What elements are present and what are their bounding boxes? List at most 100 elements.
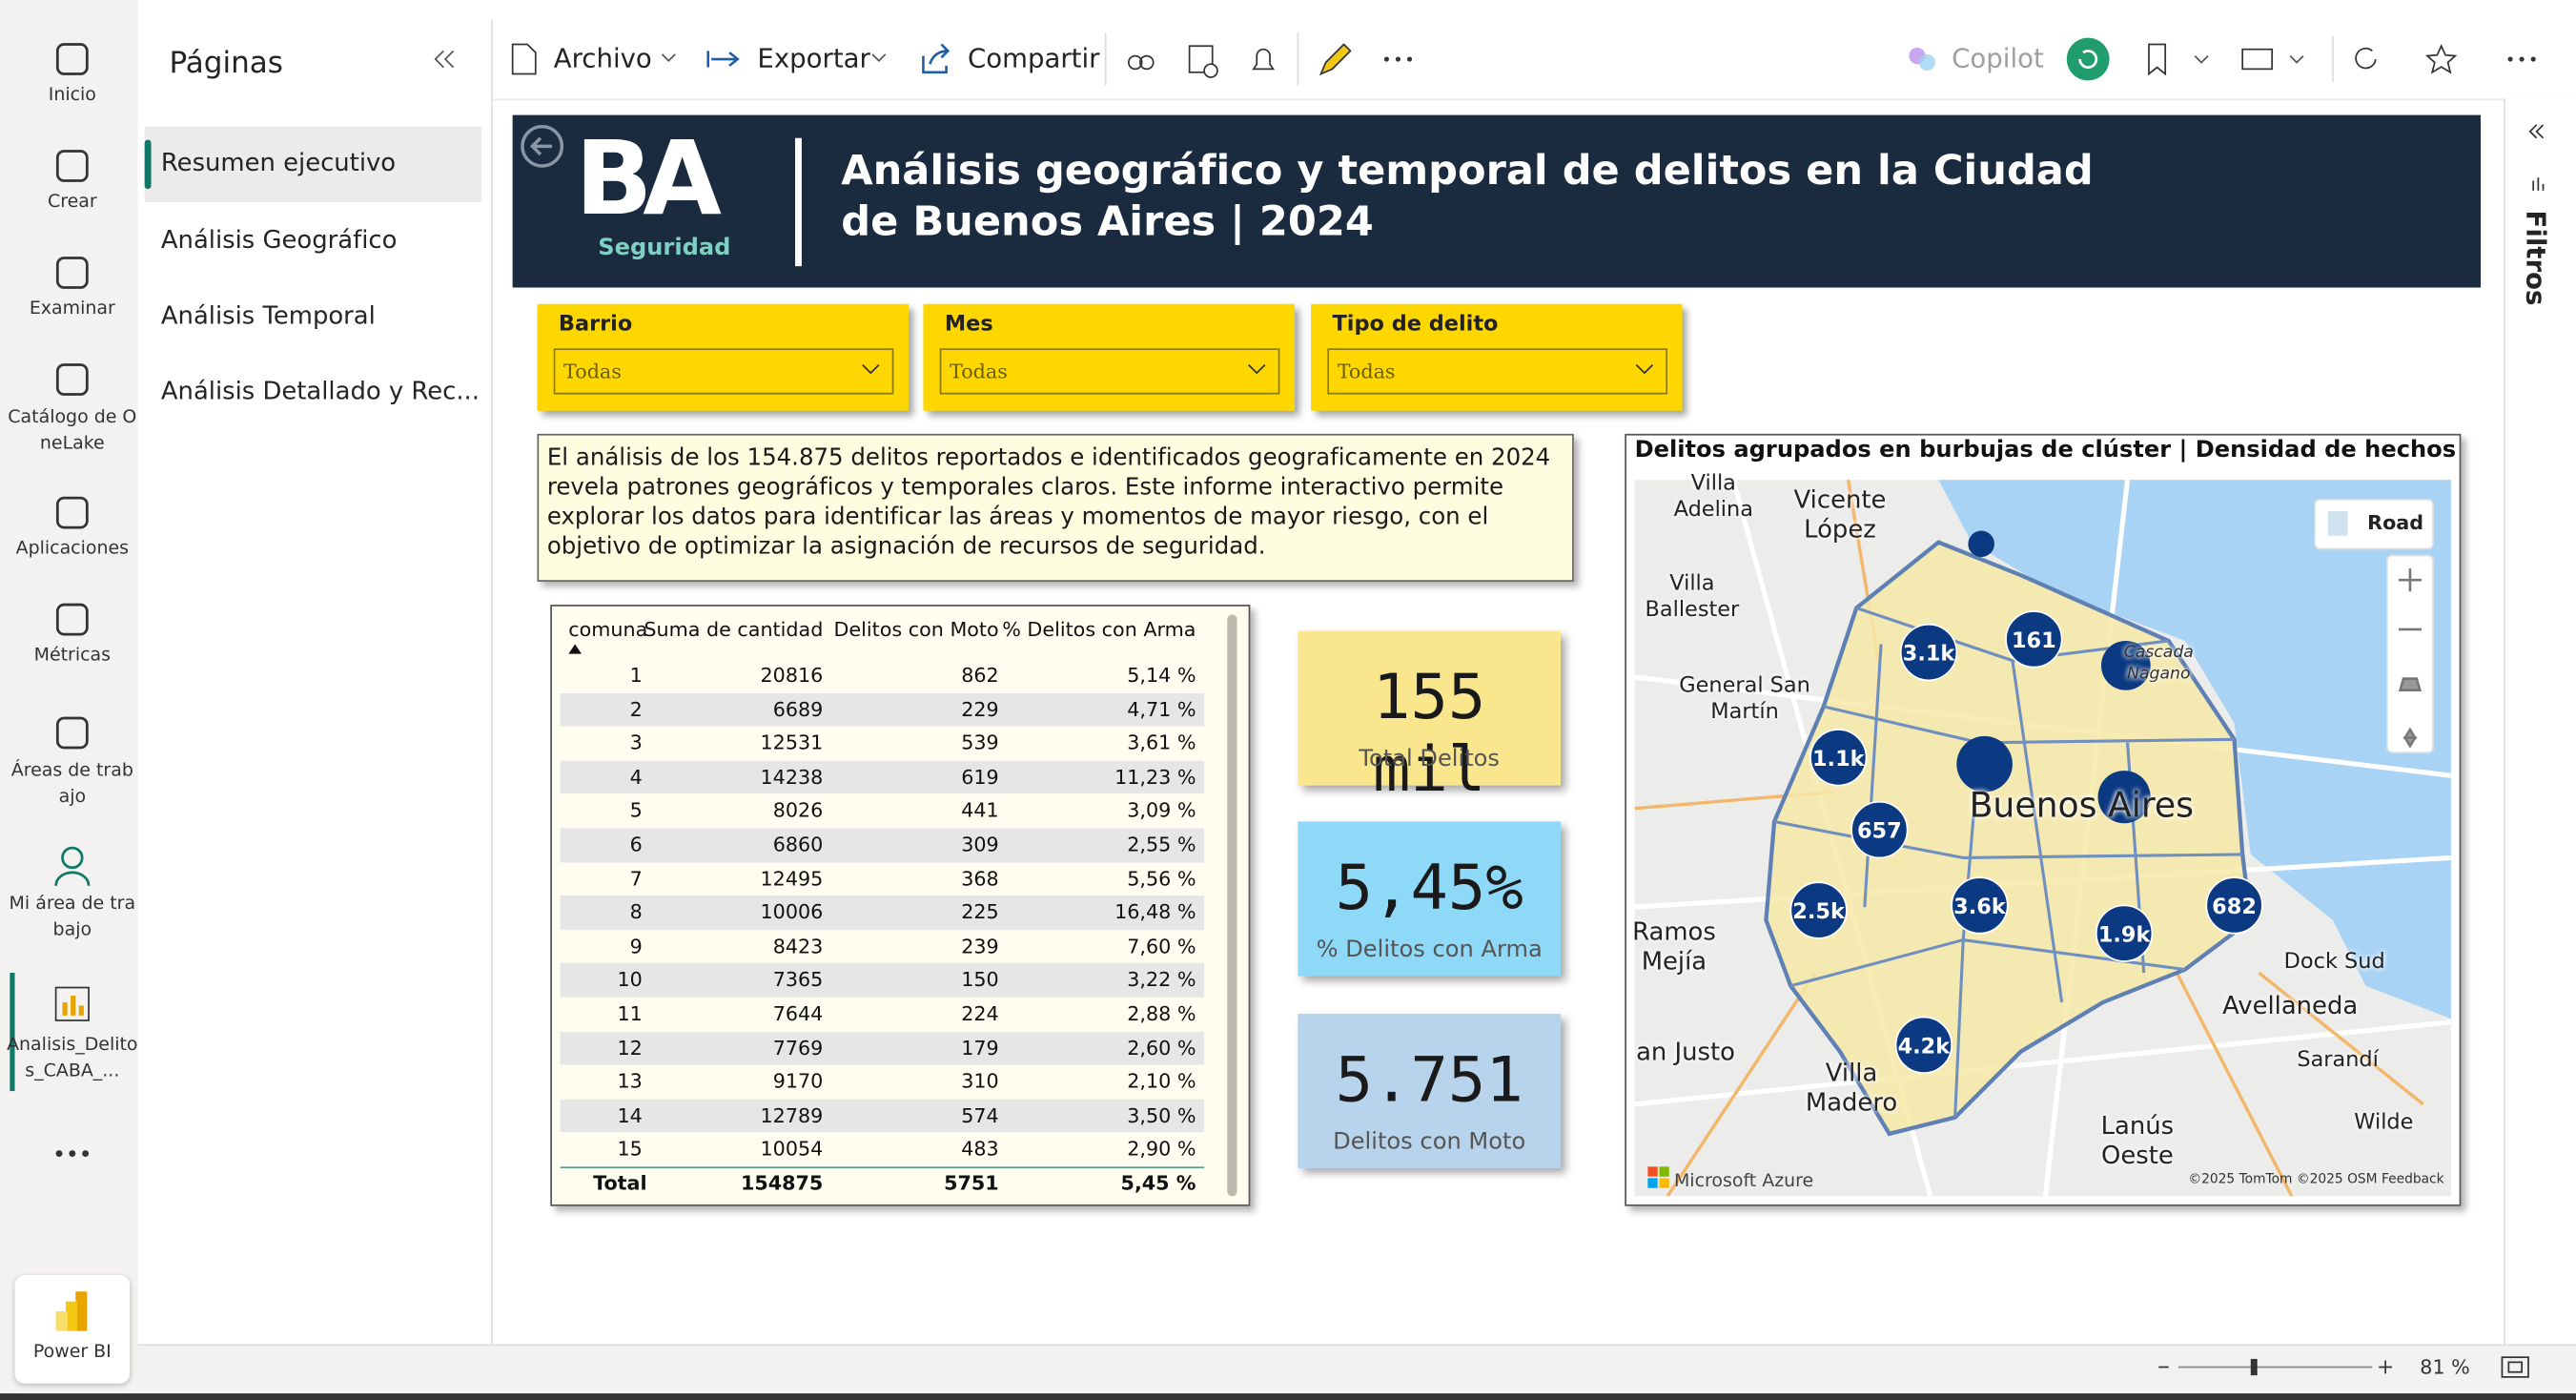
map-place-label: Dock Sud — [2283, 949, 2385, 975]
toolbar — [492, 19, 2576, 101]
table-cell: 9 — [629, 935, 643, 958]
table-cell: 225 — [961, 900, 999, 924]
filters-pane[interactable] — [2504, 98, 2576, 1345]
nav-icon[interactable] — [50, 357, 95, 402]
table-cell: 6 — [629, 833, 643, 856]
row-band — [560, 896, 1205, 930]
slicer[interactable]: Tipo de delito Todas — [1311, 303, 1683, 411]
cluster-label: 3.1k — [1903, 642, 1956, 667]
dropdown[interactable]: Todas — [553, 348, 894, 395]
collapse-icon[interactable] — [430, 46, 457, 72]
nav-item-selected[interactable]: Analisis_Delitos_CABA_... — [7, 1033, 138, 1081]
column-header: comuna — [568, 617, 648, 641]
nav-item[interactable]: Examinar — [29, 297, 115, 319]
cluster-bubble — [1899, 623, 1958, 682]
nav-selected — [10, 973, 15, 1092]
row-band — [560, 692, 1205, 727]
table-cell: 3,50 % — [1127, 1103, 1196, 1127]
kpi-card: 5.751 Delitos con Moto — [1298, 1014, 1562, 1169]
slicer[interactable]: Mes Todas — [923, 303, 1295, 411]
more-icon[interactable] — [52, 1147, 92, 1161]
filters-label[interactable]: Filtros — [2520, 210, 2552, 306]
kpi-value: 5,45% — [1335, 851, 1523, 924]
table-cell: 10006 — [760, 900, 824, 924]
table-cell: 2 — [629, 697, 643, 721]
map-attribution: ©2025 TomTom ©2025 OSM Feedback — [2188, 1171, 2444, 1187]
page-tab[interactable]: Análisis Geográfico — [160, 225, 398, 256]
export-icon — [706, 51, 740, 68]
nav-icon[interactable] — [50, 981, 95, 1027]
nav-item[interactable]: Métricas — [33, 644, 112, 666]
chevron — [862, 363, 880, 375]
map-place-label: General San Martín — [1679, 673, 1810, 725]
column-header: % Delitos con Arma — [1002, 617, 1196, 641]
toolbar-right-icons[interactable] — [2063, 32, 2556, 85]
menu-exportar[interactable]: Exportar — [757, 42, 870, 74]
table-cell: 5,14 % — [1127, 664, 1196, 688]
back-button[interactable] — [518, 122, 567, 172]
cluster-bubble — [2205, 876, 2263, 935]
table-cell: 310 — [961, 1069, 999, 1094]
table-cell: 12789 — [760, 1103, 824, 1127]
copilot[interactable]: Copilot — [1952, 42, 2044, 74]
nav-icon[interactable] — [50, 250, 95, 296]
menu-compartir[interactable]: Compartir — [967, 42, 1100, 74]
logo-subtitle: Seguridad — [598, 235, 731, 261]
table-cell: 368 — [961, 867, 999, 891]
nav-item[interactable]: Áreas de trabajo — [10, 759, 133, 807]
filters-icons — [2528, 124, 2545, 191]
nav-icon[interactable] — [50, 1288, 95, 1334]
nav-item[interactable]: Mi área de trabajo — [9, 892, 136, 940]
map-place-label: Avellaneda — [2222, 990, 2359, 1020]
map-provider: Microsoft Azure — [1673, 1169, 1814, 1192]
nav-icon[interactable] — [50, 596, 95, 642]
nav-item[interactable]: Aplicaciones — [15, 537, 130, 559]
page-tab[interactable]: Resumen ejecutivo — [160, 148, 397, 178]
slicer[interactable]: Barrio Todas — [537, 303, 909, 411]
toolbar-icons[interactable] — [1104, 30, 1433, 89]
nav-icon[interactable] — [50, 143, 95, 189]
row-band — [560, 760, 1205, 794]
page-tab[interactable]: Análisis Detallado y Rec... — [160, 376, 480, 406]
nav-item[interactable]: Inicio — [48, 83, 96, 106]
table-cell: 5 — [629, 799, 643, 823]
report-title: Análisis geográfico y temporal de delito… — [841, 146, 2094, 245]
kpi-value: 155 mil — [1373, 660, 1486, 806]
nav-icon[interactable] — [50, 36, 95, 82]
dropdown[interactable]: Todas — [939, 348, 1280, 395]
map[interactable]: 3.1k 161 1.1k 657 2.5k 3.6k 1.9k 682 4.2k — [1634, 480, 2452, 1197]
table-cell: 483 — [961, 1137, 999, 1162]
dropdown[interactable]: Todas — [1327, 348, 1668, 395]
nav-item[interactable]: Power BI — [32, 1340, 112, 1363]
kpi-value: 5.751 — [1335, 1043, 1523, 1116]
nav-item[interactable]: Catálogo de OneLake — [8, 405, 137, 454]
page-tab[interactable]: Análisis Temporal — [160, 300, 376, 331]
table-cell: 619 — [961, 765, 999, 789]
table-cell: 10 — [617, 968, 643, 992]
map-place-label: Villa Madero — [1805, 1058, 1898, 1118]
cluster-label: 3.6k — [1953, 895, 2007, 919]
chevrons — [661, 53, 887, 62]
nav-icon[interactable] — [50, 489, 95, 535]
table-cell: 15 — [617, 1137, 643, 1162]
table-cell: 229 — [961, 697, 999, 721]
nav-item[interactable]: Crear — [47, 190, 97, 213]
table-cell: 5,56 % — [1127, 867, 1196, 891]
table-cell: 2,90 % — [1127, 1137, 1196, 1162]
file-icon — [511, 43, 537, 75]
map-style-button[interactable]: Road — [2367, 510, 2424, 534]
total-rule — [560, 1166, 1205, 1169]
nav-icon[interactable] — [50, 843, 95, 889]
cluster-label: 161 — [2012, 628, 2056, 653]
table-cell: 12495 — [760, 867, 824, 891]
fit-icon[interactable] — [2501, 1355, 2530, 1378]
cluster-bubble — [1951, 876, 2009, 935]
row-band — [560, 828, 1205, 862]
table-cell: 12531 — [760, 731, 824, 755]
table-cell: 441 — [961, 799, 999, 823]
total-cell: Total — [593, 1171, 647, 1195]
menu-archivo[interactable]: Archivo — [553, 42, 652, 74]
nav-icon[interactable] — [50, 710, 95, 755]
zoom-slider[interactable] — [2156, 1354, 2402, 1381]
scrollbar[interactable] — [1227, 614, 1237, 1197]
